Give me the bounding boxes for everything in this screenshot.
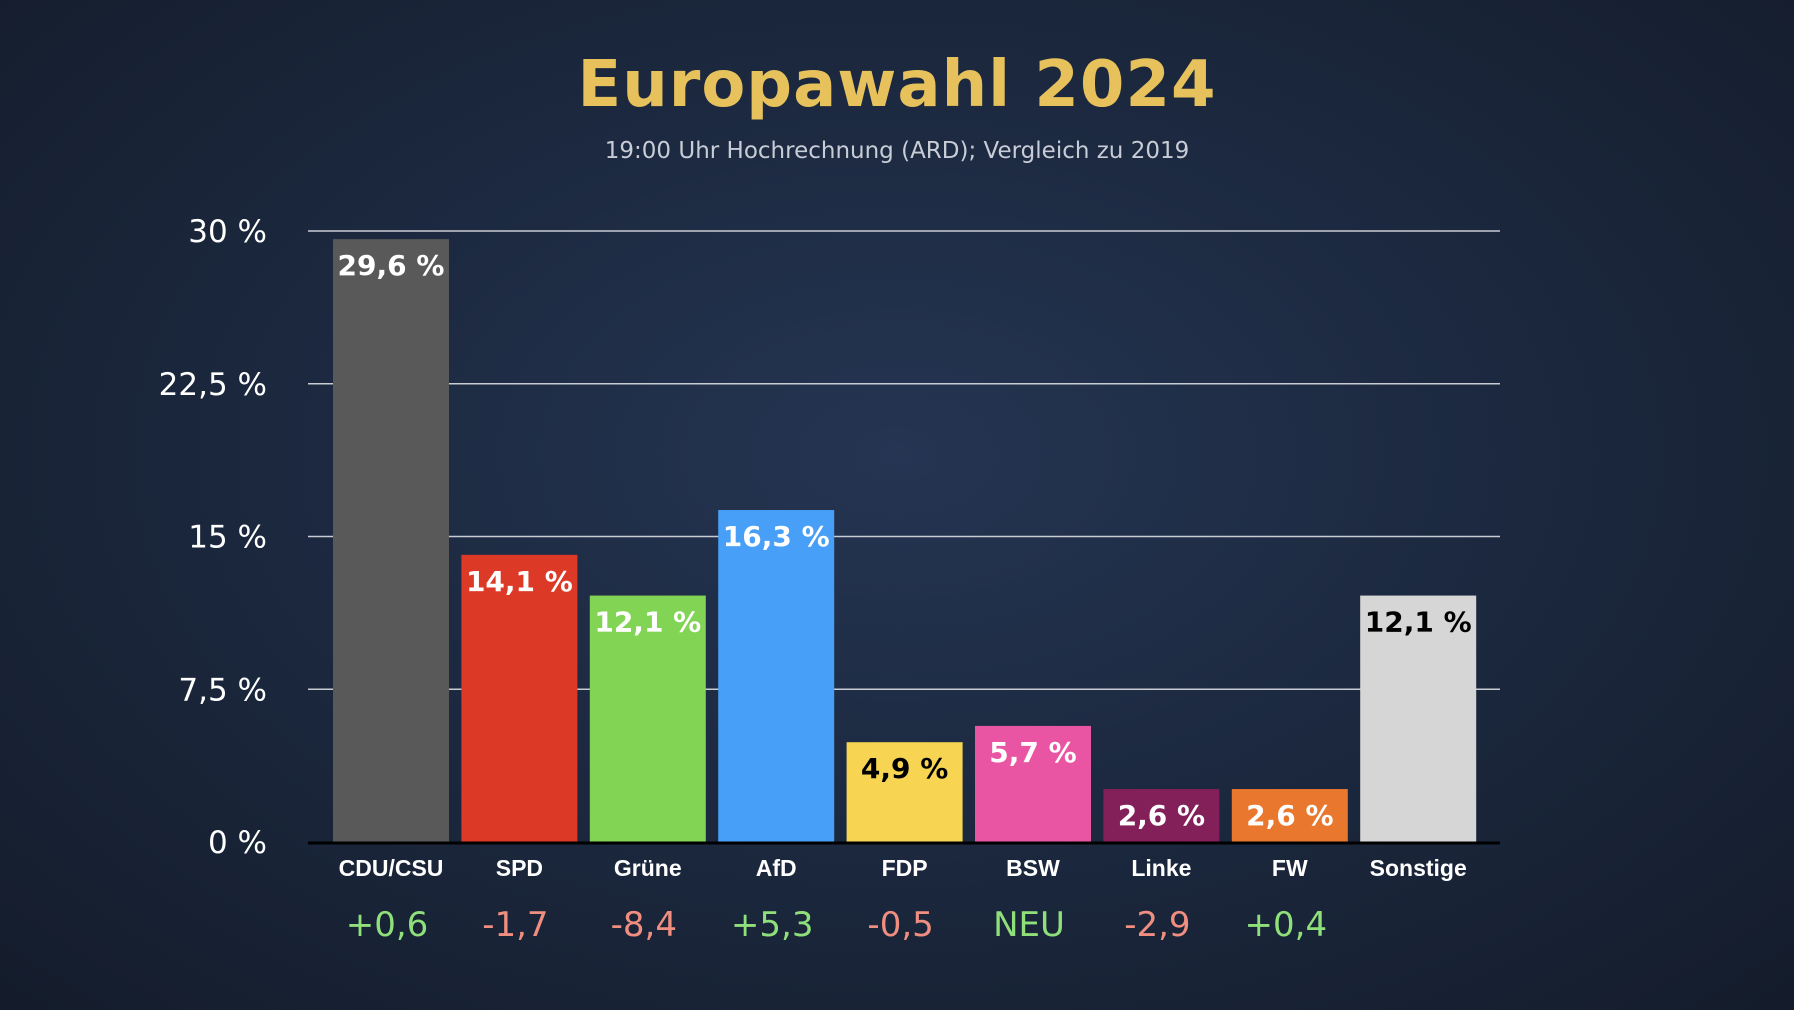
bar-value-label: 5,7 % — [989, 736, 1076, 769]
bar-value-label: 2,6 % — [1118, 799, 1205, 832]
x-category-label: FW — [1272, 855, 1308, 881]
change-vs-2019-label: -1,7 — [482, 905, 548, 945]
change-vs-2019-label: -8,4 — [611, 905, 677, 945]
bar-linke — [1103, 789, 1220, 842]
change-vs-2019-label: -0,5 — [867, 905, 933, 945]
y-tick-label: 22,5 % — [159, 367, 267, 403]
x-category-label: Grüne — [614, 855, 682, 881]
bar-value-label: 16,3 % — [723, 520, 830, 553]
bar-sonstige — [1360, 595, 1477, 842]
x-category-label: Linke — [1131, 855, 1191, 881]
bar-value-label: 29,6 % — [338, 249, 445, 282]
x-category-label: AfD — [756, 855, 797, 881]
bar-value-label: 4,9 % — [861, 752, 948, 785]
bar-bsw — [975, 725, 1091, 842]
bar-fw — [1231, 789, 1348, 842]
x-category-label: CDU/CSU — [339, 855, 444, 881]
bar-fdp — [846, 742, 963, 842]
y-tick-label: 15 % — [188, 520, 267, 556]
x-category-label: SPD — [496, 855, 543, 881]
y-tick-label: 0 % — [208, 825, 267, 861]
x-category-label: Sonstige — [1370, 855, 1467, 881]
y-tick-label: 30 % — [188, 214, 267, 250]
y-tick-label: 7,5 % — [178, 672, 267, 708]
bar-spd — [461, 554, 578, 842]
chart-title: Europawahl 2024 — [577, 48, 1217, 122]
bar-gr-ne — [589, 595, 706, 842]
change-vs-2019-label: +5,3 — [731, 905, 814, 945]
bar-value-label: 2,6 % — [1246, 799, 1333, 832]
bar-value-label: 14,1 % — [466, 565, 573, 598]
bar-cdu-csu — [333, 239, 449, 842]
change-vs-2019-label: -2,9 — [1124, 905, 1190, 945]
change-vs-2019-label: +0,4 — [1245, 905, 1328, 945]
change-vs-2019-label: +0,6 — [346, 905, 429, 945]
bar-afd — [718, 510, 835, 842]
bar-value-label: 12,1 % — [1365, 606, 1472, 639]
x-category-label: FDP — [882, 855, 928, 881]
bar-value-label: 12,1 % — [594, 606, 701, 639]
chart-subtitle: 19:00 Uhr Hochrechnung (ARD); Vergleich … — [604, 138, 1190, 164]
change-vs-2019-label: NEU — [993, 905, 1065, 945]
x-category-label: BSW — [1006, 855, 1060, 881]
